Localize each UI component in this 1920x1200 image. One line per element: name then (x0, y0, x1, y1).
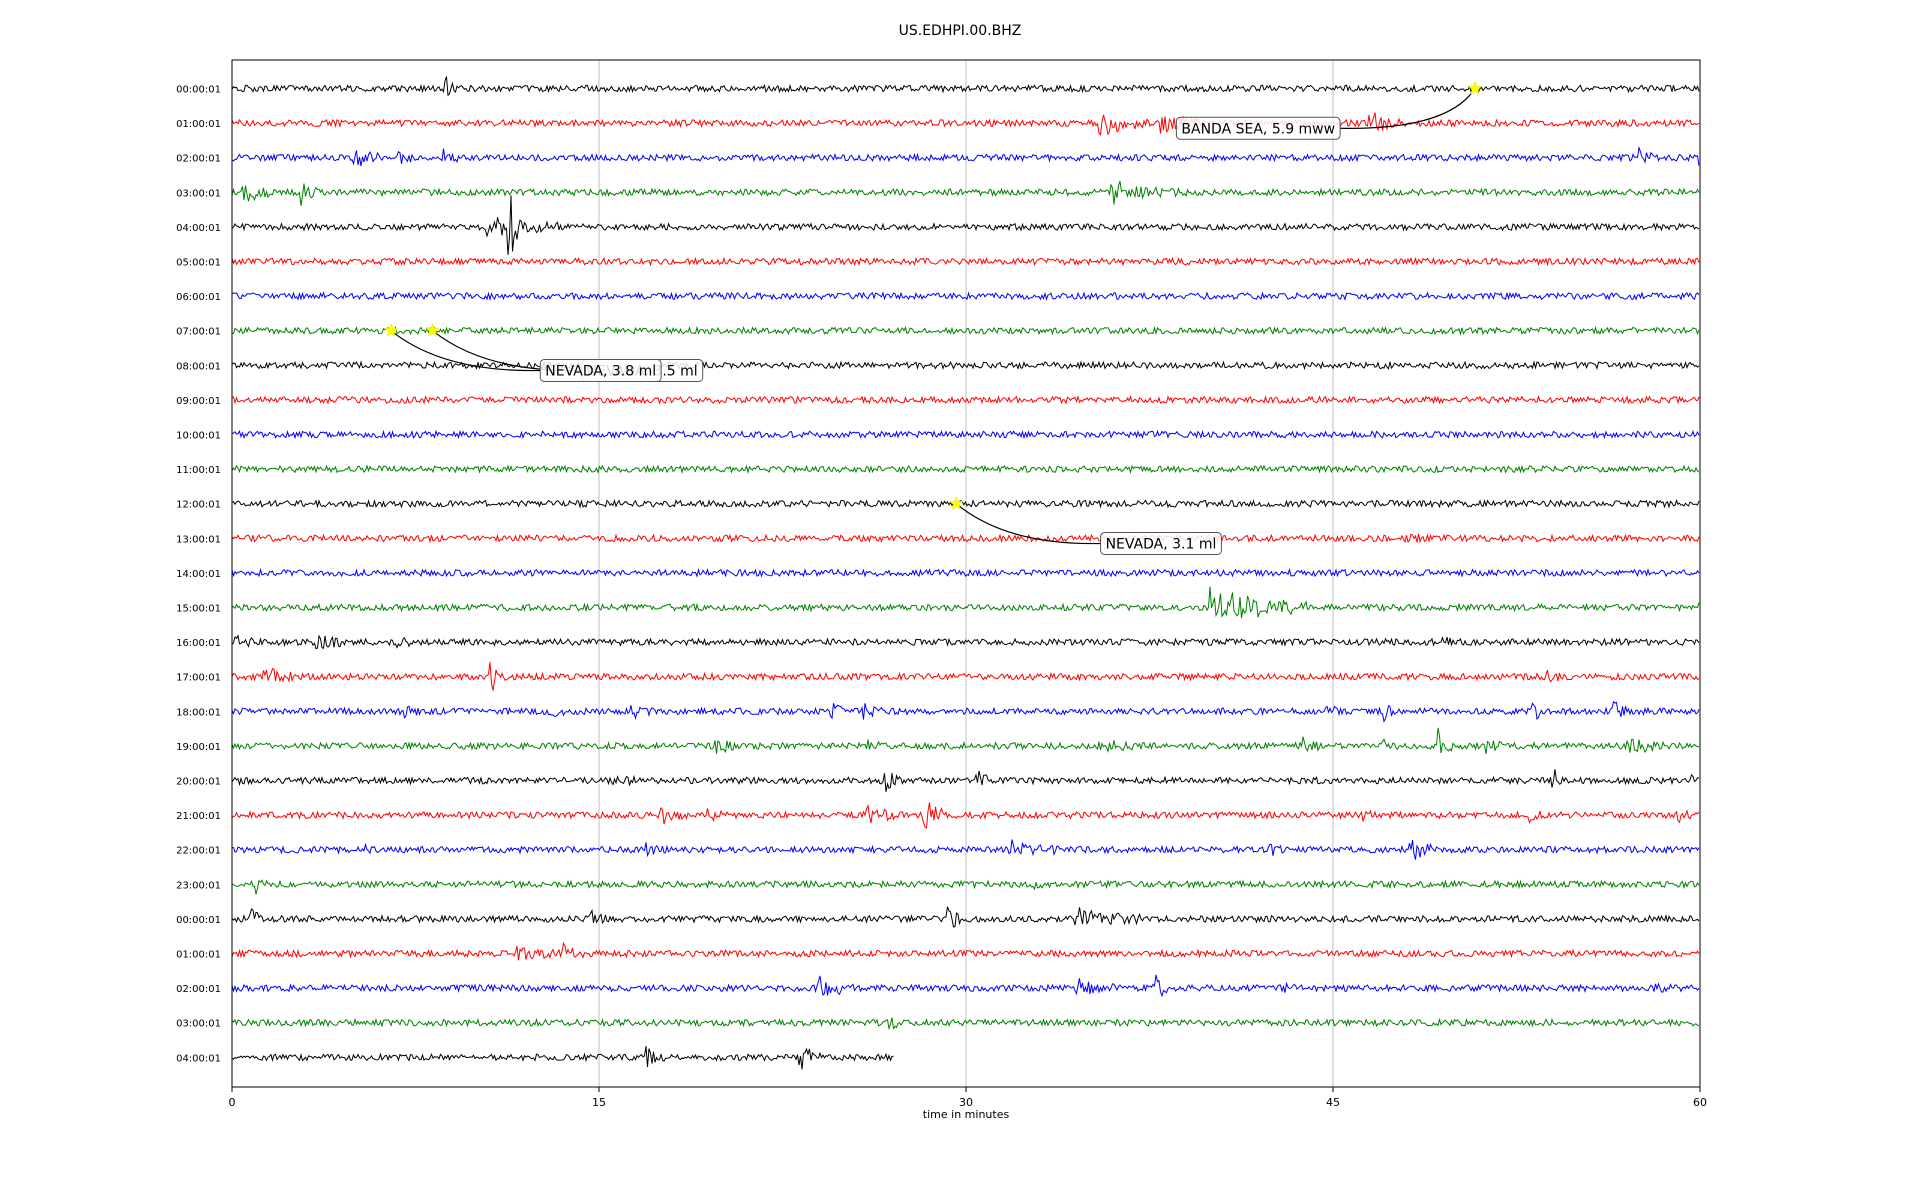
trace-row-17 (231, 662, 1700, 691)
row-label-3: 03:00:01 (176, 188, 221, 199)
row-label-26: 02:00:01 (176, 984, 221, 995)
event-star-2 (383, 322, 399, 337)
row-label-7: 07:00:01 (176, 327, 221, 338)
row-label-9: 09:00:01 (176, 396, 221, 407)
x-tick-label-15: 15 (592, 1096, 606, 1109)
row-label-23: 23:00:01 (176, 880, 221, 891)
row-label-12: 12:00:01 (176, 500, 221, 511)
trace-row-25 (231, 941, 1700, 961)
row-label-16: 16:00:01 (176, 638, 221, 649)
event-label-3: NEVADA, 3.1 ml (1106, 536, 1217, 552)
event-connector-2 (390, 330, 541, 372)
row-label-22: 22:00:01 (176, 846, 221, 857)
trace-row-19 (231, 727, 1700, 754)
event-label-box-2 (539, 358, 662, 382)
x-tick-label-60: 60 (1693, 1096, 1707, 1109)
trace-row-18 (231, 700, 1700, 723)
row-label-14: 14:00:01 (176, 569, 221, 580)
row-label-1: 01:00:01 (176, 119, 221, 130)
trace-row-13 (231, 533, 1700, 544)
event-annotations: BANDA SEA, 5.9 mwwNEVADA, 3.5 mlNEVADA, … (383, 80, 1483, 555)
trace-row-27 (231, 1017, 1700, 1031)
event-connector-0 (1340, 88, 1476, 129)
event-label-2: NEVADA, 3.8 ml (545, 363, 656, 379)
row-label-25: 01:00:01 (176, 950, 221, 961)
row-label-10: 10:00:01 (176, 431, 221, 442)
trace-row-3 (231, 180, 1700, 206)
event-annotation-3: NEVADA, 3.1 ml (955, 503, 1222, 555)
event-label-box-0 (1175, 116, 1341, 140)
row-label-6: 06:00:01 (176, 292, 221, 303)
trace-row-16 (231, 634, 1700, 650)
x-axis-ticks: 0 15 30 45 60 (229, 1087, 1707, 1109)
x-tick-label-0: 0 (229, 1096, 236, 1109)
row-time-labels: 00:00:01 01:00:01 02:00:01 03:00:01 04:00:01… (176, 85, 221, 1065)
x-tick-label-30: 30 (959, 1096, 973, 1109)
row-label-2: 02:00:01 (176, 154, 221, 165)
row-label-8: 08:00:01 (176, 361, 221, 372)
trace-row-1 (231, 112, 1700, 136)
event-annotation-2: NEVADA, 3.8 ml (390, 330, 662, 382)
x-axis-label: time in minutes (923, 1108, 1010, 1121)
event-star-3 (948, 496, 964, 510)
event-label-box-3 (1100, 531, 1222, 555)
event-star-0 (1467, 80, 1483, 95)
row-label-20: 20:00:01 (176, 777, 221, 788)
event-star-1 (425, 322, 440, 337)
trace-row-15 (231, 586, 1700, 619)
trace-row-2 (231, 145, 1700, 167)
row-label-13: 13:00:01 (176, 534, 221, 545)
trace-row-11 (231, 464, 1700, 475)
trace-row-10 (231, 429, 1700, 440)
trace-row-14 (231, 567, 1700, 578)
trace-row-8 (231, 360, 1700, 371)
row-label-17: 17:00:01 (176, 673, 221, 684)
trace-row-4 (231, 195, 1700, 255)
row-label-27: 03:00:01 (176, 1019, 221, 1030)
row-label-21: 21:00:01 (176, 811, 221, 822)
row-label-18: 18:00:01 (176, 707, 221, 718)
row-label-4: 04:00:01 (176, 223, 221, 234)
trace-row-0 (231, 76, 1700, 97)
event-label-0: BANDA SEA, 5.9 mww (1181, 121, 1335, 137)
row-label-15: 15:00:01 (176, 604, 221, 615)
trace-row-22 (231, 839, 1700, 860)
trace-row-21 (231, 802, 1700, 829)
chart-title: US.EDHPI.00.BHZ (899, 23, 1022, 39)
row-label-0: 00:00:01 (176, 85, 221, 96)
x-tick-label-45: 45 (1326, 1096, 1340, 1109)
trace-row-20 (231, 769, 1700, 792)
trace-row-9 (231, 394, 1700, 405)
trace-row-24 (231, 906, 1700, 928)
trace-row-26 (231, 974, 1700, 998)
trace-row-7 (231, 325, 1700, 336)
seismic-traces (231, 76, 1700, 1070)
row-label-19: 19:00:01 (176, 742, 221, 753)
trace-row-28 (231, 1046, 894, 1070)
trace-row-12 (231, 498, 1700, 509)
trace-row-6 (231, 291, 1700, 302)
event-annotation-0: BANDA SEA, 5.9 mww (1175, 88, 1476, 140)
row-label-28: 04:00:01 (176, 1053, 221, 1064)
row-label-5: 05:00:01 (176, 258, 221, 269)
row-label-24: 00:00:01 (176, 915, 221, 926)
event-connector-3 (955, 503, 1101, 545)
trace-row-23 (231, 879, 1700, 895)
trace-row-5 (231, 256, 1700, 267)
row-label-11: 11:00:01 (176, 465, 221, 476)
